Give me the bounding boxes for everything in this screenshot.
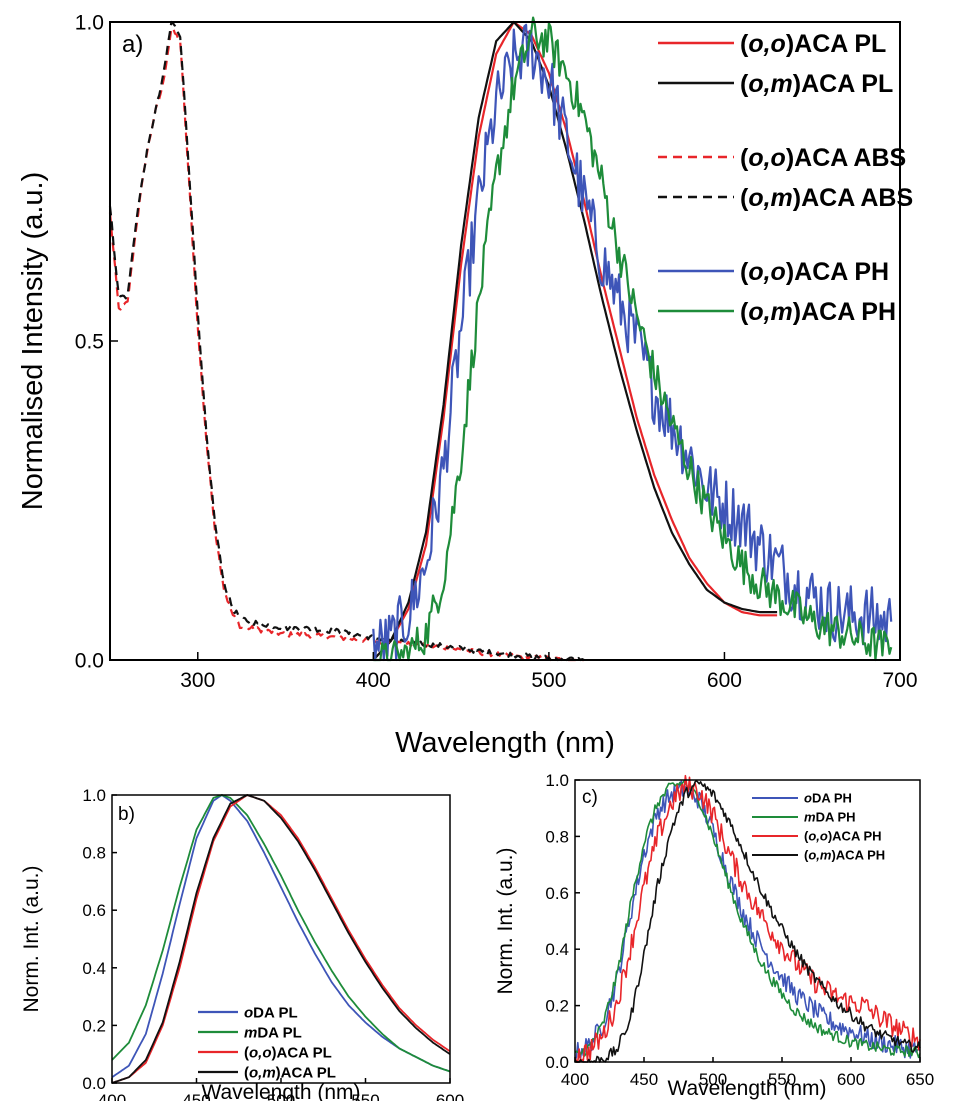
panel-a-ticks: 300 400 500 600 700 0.0 0.5 1.0 <box>75 11 918 692</box>
panel-b-ytick-label: 0.2 <box>82 1016 106 1035</box>
panel-a-series-2 <box>108 27 584 662</box>
panel-b-ytick-label: 0.4 <box>82 959 106 978</box>
panel-b: 400 450 500 550 600 0.0 0.2 0.4 0.6 0.8 1.0 b) Wav… <box>20 786 464 1101</box>
panel-b-xtick-label: 600 <box>436 1091 464 1101</box>
panel-b-ytick-label: 0.8 <box>82 844 106 863</box>
panel-c-ytick-label: 0.4 <box>545 940 569 959</box>
panel-c-ytick-label: 1.0 <box>545 771 569 790</box>
panel-c-legend-label: (o,m)ACA PH <box>804 848 885 863</box>
panel-c-series <box>574 774 921 1063</box>
panel-a-legend-label: (o,o)ACA PL <box>740 30 886 58</box>
panel-a-series-1 <box>372 20 778 661</box>
panel-a-xtick-label: 300 <box>180 669 215 692</box>
panel-b-ticks: 400 450 500 550 600 0.0 0.2 0.4 0.6 0.8 1.0 <box>82 786 464 1101</box>
panel-c-xtick-label: 600 <box>837 1070 865 1089</box>
panel-b-ytick-label: 0.0 <box>82 1074 106 1093</box>
panel-c-ytick-label: 0.0 <box>545 1053 569 1072</box>
panel-b-ytick-label: 0.6 <box>82 901 106 920</box>
panel-a-legend-label: (o,m)ACA PH <box>740 298 896 326</box>
panel-a-ytick-label: 0.5 <box>75 330 104 353</box>
panel-a-legend-label: (o,o)ACA ABS <box>740 144 906 172</box>
panel-c-xtick-label: 500 <box>699 1070 727 1089</box>
panel-c-xlabel: Wavelength (nm) <box>667 1077 826 1100</box>
panel-c-legend-label: mDA PH <box>804 810 856 825</box>
panel-a-frame <box>109 21 901 661</box>
panel-b-series-3 <box>111 794 451 1084</box>
panel-b-series <box>111 794 451 1084</box>
panel-a-legend: (o,o)ACA PL (o,m)ACA PL (o,o)ACA ABS (o,m)A… <box>658 30 913 326</box>
panel-b-series-2 <box>111 794 451 1084</box>
panel-c-label: c) <box>582 787 598 808</box>
panel-b-legend: oDA PL mDA PL (o,o)ACA PL (o,m)ACA PL <box>198 1004 336 1081</box>
panel-b-ylabel: Norm. Int. (a.u.) <box>20 865 43 1012</box>
panel-b-label: b) <box>118 804 135 825</box>
panel-a-ytick-label: 1.0 <box>75 11 104 34</box>
panel-c-series-0 <box>574 780 921 1062</box>
panel-c-ytick-label: 0.8 <box>545 827 569 846</box>
panel-a-ytick-label: 0.0 <box>75 649 104 672</box>
panel-a-series <box>108 16 893 662</box>
panel-a-xtick-label: 400 <box>356 669 391 692</box>
panel-a-series-5 <box>373 16 893 662</box>
panel-b-xtick-label: 450 <box>182 1091 210 1101</box>
panel-c-frame <box>574 779 921 1063</box>
panel-a-series-0 <box>372 20 778 661</box>
panel-c-xtick-label: 550 <box>768 1070 796 1089</box>
panel-c-ylabel: Norm. Int. (a.u.) <box>494 847 517 994</box>
panel-b-legend-label: mDA PL <box>244 1024 302 1041</box>
panel-a: 300 400 500 600 700 0.0 0.5 1.0 a) Wavelength (… <box>17 11 918 759</box>
panel-b-series-1 <box>111 794 451 1073</box>
panel-c-legend-label: (o,o)ACA PH <box>804 829 882 844</box>
panel-c-ytick-label: 0.2 <box>545 997 569 1016</box>
panel-c-series-1 <box>574 780 921 1059</box>
panel-b-xtick-label: 500 <box>267 1091 295 1101</box>
panel-a-xtick-label: 600 <box>707 669 742 692</box>
panel-a-legend-label: (o,m)ACA ABS <box>740 184 913 212</box>
panel-b-legend-label: (o,m)ACA PL <box>244 1064 336 1081</box>
panel-c-xtick-label: 450 <box>630 1070 658 1089</box>
panel-c-xtick-label: 400 <box>561 1070 589 1089</box>
panel-a-series-3 <box>108 20 585 662</box>
panel-b-ytick-label: 1.0 <box>82 786 106 805</box>
panel-a-label: a) <box>122 31 143 58</box>
panel-b-xtick-label: 400 <box>98 1091 126 1101</box>
panel-b-legend-label: (o,o)ACA PL <box>244 1044 332 1061</box>
panel-a-xtick-label: 500 <box>531 669 566 692</box>
panel-c-series-2 <box>574 774 921 1063</box>
panel-c-xtick-label: 650 <box>906 1070 934 1089</box>
panel-a-xlabel: Wavelength (nm) <box>395 727 615 759</box>
panel-c-series-3 <box>574 779 921 1063</box>
panel-b-xlabel: Wavelength (nm) <box>201 1081 360 1101</box>
panel-b-legend-label: oDA PL <box>244 1004 298 1021</box>
panel-c-legend: oDA PH mDA PH (o,o)ACA PH (o,m)ACA PH <box>752 791 885 863</box>
panel-a-xtick-label: 700 <box>882 669 917 692</box>
panel-a-ylabel: Normalised Intensity (a.u.) <box>17 172 49 510</box>
panel-a-legend-label: (o,m)ACA PL <box>740 70 893 98</box>
panel-c-ticks: 400 450 500 550 600 650 0.0 0.2 0.4 0.6 0.8 1.0 <box>545 771 934 1089</box>
panel-b-xtick-label: 550 <box>351 1091 379 1101</box>
panel-c-ytick-label: 0.6 <box>545 884 569 903</box>
panel-a-legend-label: (o,o)ACA PH <box>740 258 889 286</box>
panel-c-legend-label: oDA PH <box>804 791 852 806</box>
